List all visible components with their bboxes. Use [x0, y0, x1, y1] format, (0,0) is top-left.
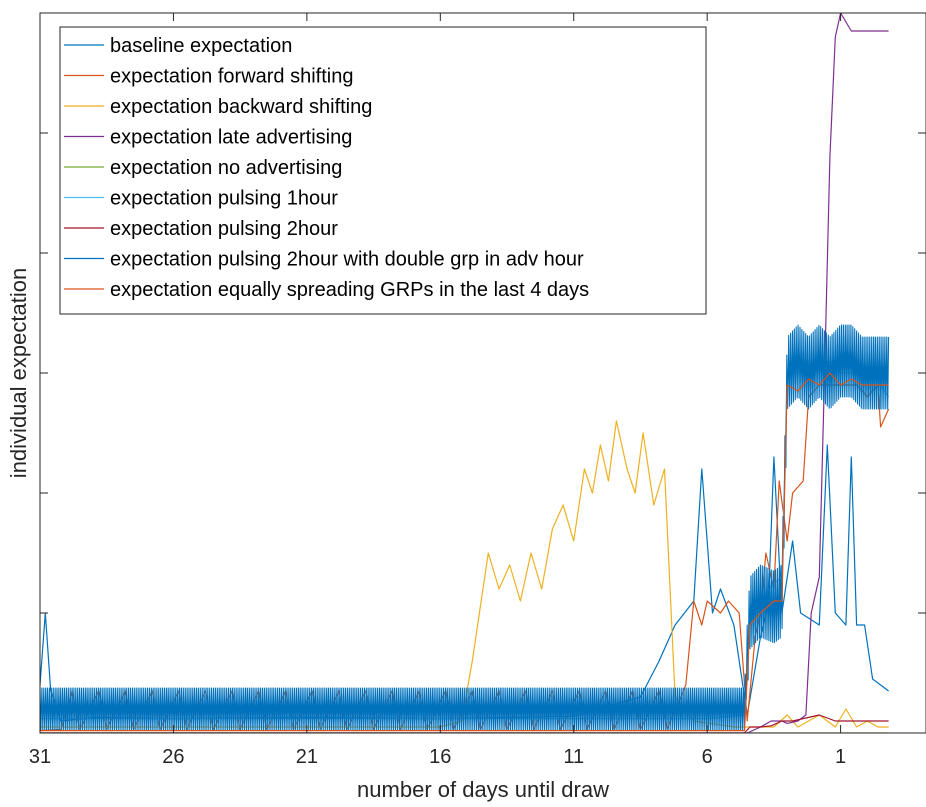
legend-entry-1: baseline expectation: [110, 35, 292, 57]
x-tick-label: 6: [702, 746, 713, 768]
legend-box: [59, 26, 707, 315]
x-tick-label: 21: [296, 746, 318, 768]
series-line-9: [40, 372, 889, 732]
series-line-7: [40, 714, 889, 733]
x-tick-label: 1: [835, 746, 846, 768]
legend-entry-8: expectation pulsing 2hour with double gr…: [110, 249, 584, 271]
series-layer: [40, 13, 890, 733]
y-axis-label: individual expectation: [6, 268, 31, 478]
series-line-8: [40, 324, 890, 731]
legend-entry-2: expectation forward shifting: [110, 66, 353, 88]
legend-entry-9: expectation equally spreading GRPs in th…: [110, 279, 589, 301]
legend: baseline expectation expectation forward …: [59, 26, 707, 315]
x-tick-label: 11: [563, 746, 584, 768]
legend-entry-6: expectation pulsing 1hour: [110, 188, 338, 210]
legend-entry-4: expectation late advertising: [110, 127, 352, 149]
x-tick-label: 26: [162, 746, 184, 768]
legend-entry-7: expectation pulsing 2hour: [110, 218, 338, 240]
x-tick-label: 16: [429, 746, 451, 768]
legend-entry-3: expectation backward shifting: [110, 96, 372, 118]
legend-entry-5: expectation no advertising: [110, 157, 342, 179]
axes-layer: 31 26 21 16 11 6 1: [29, 12, 926, 768]
series-line-4: [40, 13, 889, 733]
x-tick-label: 31: [29, 746, 51, 768]
x-axis-label: number of days until draw: [357, 777, 609, 802]
